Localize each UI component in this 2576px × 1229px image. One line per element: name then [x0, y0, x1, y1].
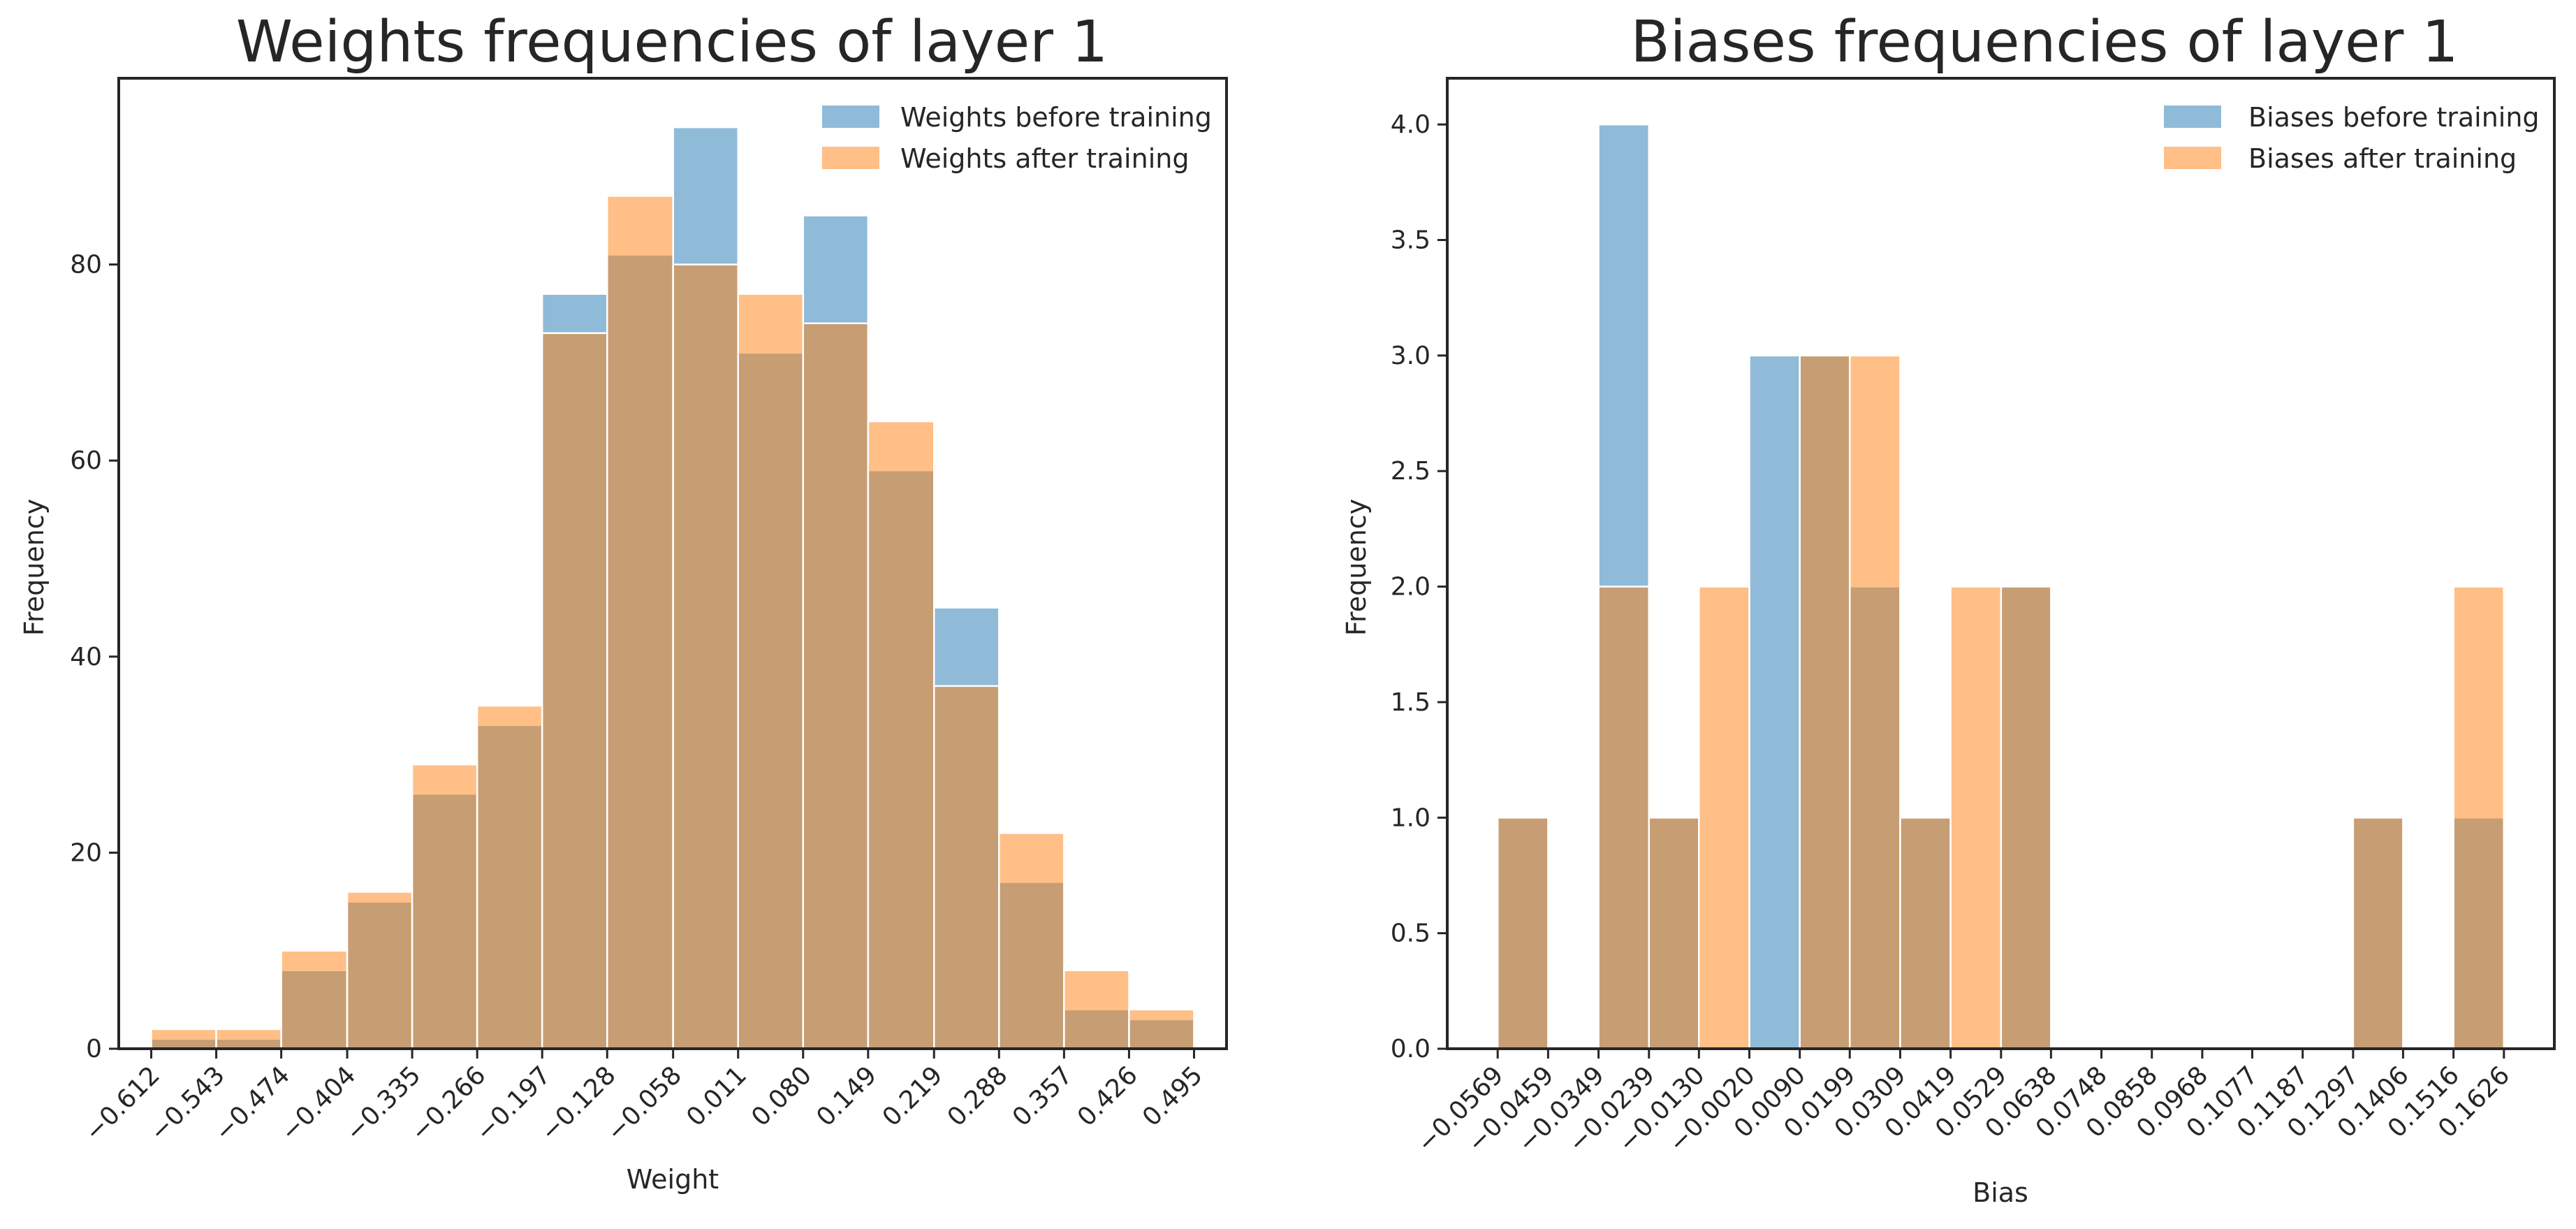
biases-y-tick-label: 1.5	[1391, 688, 1430, 717]
weights-x-tick-label: 0.495	[1137, 1061, 1208, 1132]
weights-chart-title: Weights frequencies of layer 1	[236, 9, 1108, 75]
weights-legend-after-swatch	[822, 147, 879, 169]
weights-bar-after	[541, 332, 608, 1050]
weights-bar-after	[411, 763, 478, 1050]
weights-x-tick-label: 0.011	[681, 1061, 752, 1132]
weights-y-tick-label: 40	[70, 643, 102, 671]
biases-y-tick-label: 0.5	[1391, 919, 1430, 948]
biases-bar-after	[1597, 586, 1651, 1050]
weights-y-ticks: 0 20 40 60 80	[70, 251, 119, 1063]
biases-bar-after	[1496, 817, 1549, 1050]
biases-bar-after	[1899, 817, 1952, 1050]
biases-y-tick-label: 3.5	[1391, 226, 1430, 255]
weights-bar-after	[606, 195, 674, 1050]
weights-y-tick-label: 0	[86, 1035, 102, 1063]
weights-legend-after-label: Weights after training	[900, 143, 1189, 174]
weights-bar-after	[1128, 1008, 1195, 1050]
weights-bar-after	[932, 685, 1000, 1050]
biases-bar-after	[2452, 586, 2505, 1050]
biases-y-tick-label: 2.0	[1391, 573, 1430, 602]
biases-x-axis-label: Bias	[1973, 1177, 2028, 1208]
weights-x-tick-label: 0.426	[1072, 1061, 1143, 1132]
biases-y-tick-label: 4.0	[1391, 110, 1430, 139]
biases-bar-after	[2352, 817, 2404, 1050]
weights-x-tick-label: 0.288	[942, 1061, 1013, 1132]
weights-x-tick-label: 0.080	[746, 1061, 817, 1132]
weights-chart: Weights frequencies of layer 1 0 20 40 60 80…	[19, 9, 1228, 1195]
biases-y-tick-label: 1.0	[1391, 803, 1430, 832]
biases-y-tick-label: 0.0	[1391, 1035, 1430, 1063]
biases-chart: Biases frequencies of layer 1 0.0 0.5 1.0 1…	[1341, 9, 2556, 1208]
biases-y-axis-label: Frequency	[1341, 499, 1372, 636]
weights-bar-after	[1063, 969, 1130, 1050]
weights-legend-before-swatch	[822, 106, 879, 128]
biases-y-ticks: 0.0 0.5 1.0 1.5 2.0 2.5 3.0 3.5 4.0	[1391, 110, 1447, 1063]
weights-x-tick-label: −0.058	[601, 1061, 687, 1147]
weights-y-tick-label: 80	[70, 251, 102, 279]
weights-bar-after	[737, 293, 805, 1050]
biases-bar-after	[1848, 354, 1901, 1050]
weights-y-tick-label: 60	[70, 446, 102, 475]
weights-legend: Weights before training Weights after tr…	[822, 102, 1212, 174]
biases-bar-before	[1748, 354, 1801, 1050]
weights-legend-before-label: Weights before training	[900, 102, 1212, 133]
weights-x-tick-label: 0.149	[811, 1061, 882, 1132]
biases-legend-after-swatch	[2164, 147, 2221, 169]
weights-bar-after	[150, 1028, 217, 1050]
weights-bar-after	[998, 832, 1065, 1050]
weights-bar-after	[867, 420, 935, 1050]
weights-bar-after	[346, 891, 414, 1050]
biases-bar-after	[1949, 586, 2003, 1050]
weights-x-tick-label: 0.219	[877, 1061, 949, 1132]
weights-x-tick-label: 0.357	[1007, 1061, 1078, 1132]
biases-legend: Biases before training Biases after trai…	[2164, 102, 2540, 174]
biases-chart-title: Biases frequencies of layer 1	[1630, 9, 2458, 75]
biases-legend-before: Biases before training	[2164, 102, 2540, 133]
biases-x-ticks: −0.0569−0.0459−0.0349−0.0239−0.0130−0.00…	[1412, 1049, 2515, 1158]
weights-x-axis-label: Weight	[627, 1164, 719, 1195]
biases-legend-after-label: Biases after training	[2248, 143, 2517, 174]
biases-legend-before-swatch	[2164, 106, 2221, 128]
biases-y-tick-label: 3.0	[1391, 342, 1430, 370]
weights-bar-after	[476, 704, 543, 1050]
weights-legend-after: Weights after training	[822, 143, 1189, 174]
weights-bar-after	[672, 263, 739, 1050]
biases-bar-after	[1648, 817, 1700, 1050]
biases-bars	[1496, 123, 2505, 1050]
weights-bar-after	[802, 322, 870, 1050]
weights-y-axis-label: Frequency	[19, 499, 50, 636]
weights-legend-before: Weights before training	[822, 102, 1212, 133]
biases-bar-after	[1698, 586, 1750, 1050]
weights-bars	[150, 126, 1195, 1050]
biases-bar-after	[2000, 586, 2052, 1050]
biases-bar-after	[1799, 354, 1851, 1050]
weights-y-tick-label: 20	[70, 838, 102, 867]
weights-bar-after	[215, 1028, 282, 1050]
biases-legend-after: Biases after training	[2164, 143, 2517, 174]
biases-legend-before-label: Biases before training	[2248, 102, 2540, 133]
biases-y-tick-label: 2.5	[1391, 457, 1430, 486]
weights-x-ticks: −0.612−0.543−0.474−0.404−0.335−0.266−0.1…	[80, 1049, 1208, 1147]
weights-bar-after	[280, 950, 349, 1050]
